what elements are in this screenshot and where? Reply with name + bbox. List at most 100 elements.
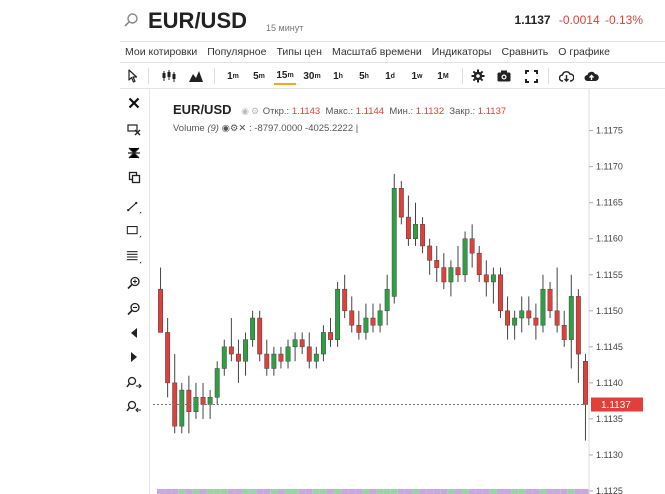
volume-bar: [397, 489, 405, 494]
candle: [377, 303, 383, 333]
zoom-in-icon[interactable]: [126, 275, 142, 291]
volume-bar: [383, 489, 391, 494]
price-tick-label: 1.1130: [596, 450, 623, 460]
zoom-out-time-icon[interactable]: [126, 399, 142, 415]
volume-bar: [185, 489, 193, 494]
menu-popular[interactable]: Популярное: [207, 46, 267, 58]
legend-symbol: EUR/USD: [173, 102, 232, 117]
upload-icon[interactable]: [583, 67, 599, 85]
candle: [398, 181, 404, 225]
camera-icon[interactable]: [496, 67, 512, 85]
price-chart[interactable]: 1.1175 1.1170 1.1165 1.1160 1.1155 1.1150 1.11…: [151, 89, 665, 494]
candle: [384, 274, 390, 326]
candle: [434, 245, 440, 282]
clone-icon[interactable]: [126, 169, 142, 185]
timeframe-15m[interactable]: 15 m: [274, 67, 296, 85]
volume-bar: [468, 489, 476, 494]
eye-icon[interactable]: ◉: [241, 106, 250, 116]
download-icon[interactable]: [558, 67, 574, 85]
interval-label: 15 минут: [266, 23, 304, 33]
candle: [420, 217, 426, 254]
volume-bar: [256, 489, 264, 494]
volume-settings-icon[interactable]: ⚙: [229, 123, 239, 134]
chart-menu: Мои котировки Популярное Типы цен Масшта…: [120, 41, 665, 63]
timeframe-30m[interactable]: 30 m: [303, 70, 321, 82]
menu-indicators[interactable]: Индикаторы: [431, 46, 492, 58]
scroll-left-icon[interactable]: [126, 325, 142, 341]
candle: [349, 296, 355, 333]
close-icon[interactable]: [126, 95, 142, 111]
volume-bar: [348, 489, 356, 494]
close-label: Закр.:: [449, 106, 476, 117]
candle: [200, 382, 206, 419]
volume-bar: [341, 489, 349, 494]
volume-label: Volume: [173, 123, 205, 134]
zoom-out-icon[interactable]: [126, 301, 142, 317]
volume-bar: [199, 489, 207, 494]
volume-bar: [504, 489, 512, 494]
volume-bar: [220, 489, 228, 494]
open-value: 1.1143: [291, 106, 321, 117]
candle: [448, 260, 454, 297]
mountain-chart-icon[interactable]: [188, 67, 204, 85]
volume-bar: [574, 489, 582, 494]
volume-bar: [284, 489, 292, 494]
price-change: -0.0014: [558, 13, 600, 27]
volume-bar: [213, 489, 221, 494]
candle: [554, 267, 560, 333]
menu-about-chart[interactable]: О графике: [558, 46, 610, 58]
menu-timescale[interactable]: Масштаб времени: [331, 46, 422, 58]
candle: [441, 253, 447, 290]
high-label: Макс.:: [325, 106, 354, 117]
trendline-icon[interactable]: [126, 199, 142, 215]
candle: [568, 274, 574, 369]
volume-bar: [489, 489, 497, 494]
volume-bar: [241, 489, 250, 494]
scroll-right-icon[interactable]: [126, 349, 142, 365]
search-icon[interactable]: [123, 12, 139, 28]
candle: [370, 303, 376, 333]
menu-compare[interactable]: Сравнить: [501, 46, 549, 58]
last-price: 1.1137: [514, 13, 551, 27]
magnet-icon[interactable]: [126, 145, 142, 161]
candlestick-icon[interactable]: [160, 67, 178, 85]
volume-bar: [270, 489, 278, 494]
volume-bar: [518, 489, 526, 494]
volume-bar: [567, 489, 575, 494]
delete-drawing-icon[interactable]: [126, 121, 142, 137]
candle: [306, 332, 312, 369]
volume-remove-icon[interactable]: ✕: [238, 123, 247, 134]
candle: [243, 332, 248, 376]
menu-price-types[interactable]: Типы цен: [276, 46, 322, 58]
rectangle-icon[interactable]: [126, 223, 142, 239]
menu-my-quotes[interactable]: Мои котировки: [125, 46, 198, 58]
volume-bar: [171, 489, 179, 494]
candle: [320, 325, 326, 362]
high-value: 1.1144: [355, 106, 385, 117]
volume-bar: [157, 489, 165, 494]
zoom-in-time-icon[interactable]: [126, 375, 142, 391]
fibonacci-icon[interactable]: [126, 249, 142, 265]
candle: [483, 260, 489, 297]
price-tick-label: 1.1160: [596, 234, 623, 244]
current-price-tag: [591, 397, 643, 412]
chart-area[interactable]: 1.1175 1.1170 1.1165 1.1160 1.1155 1.1150 1.11…: [151, 89, 665, 494]
candle: [335, 281, 341, 347]
gear-icon[interactable]: [470, 67, 486, 85]
candle: [498, 267, 503, 319]
price-tick-label: 1.1145: [596, 342, 623, 352]
fullscreen-icon[interactable]: [523, 67, 539, 85]
volume-bar: [532, 489, 540, 494]
cursor-icon[interactable]: [126, 67, 140, 85]
volume-bar: [234, 489, 242, 494]
candles-group: [158, 173, 588, 441]
volume-eye-icon[interactable]: ◉: [221, 123, 230, 134]
settings-small-icon[interactable]: ⚙: [251, 106, 260, 116]
